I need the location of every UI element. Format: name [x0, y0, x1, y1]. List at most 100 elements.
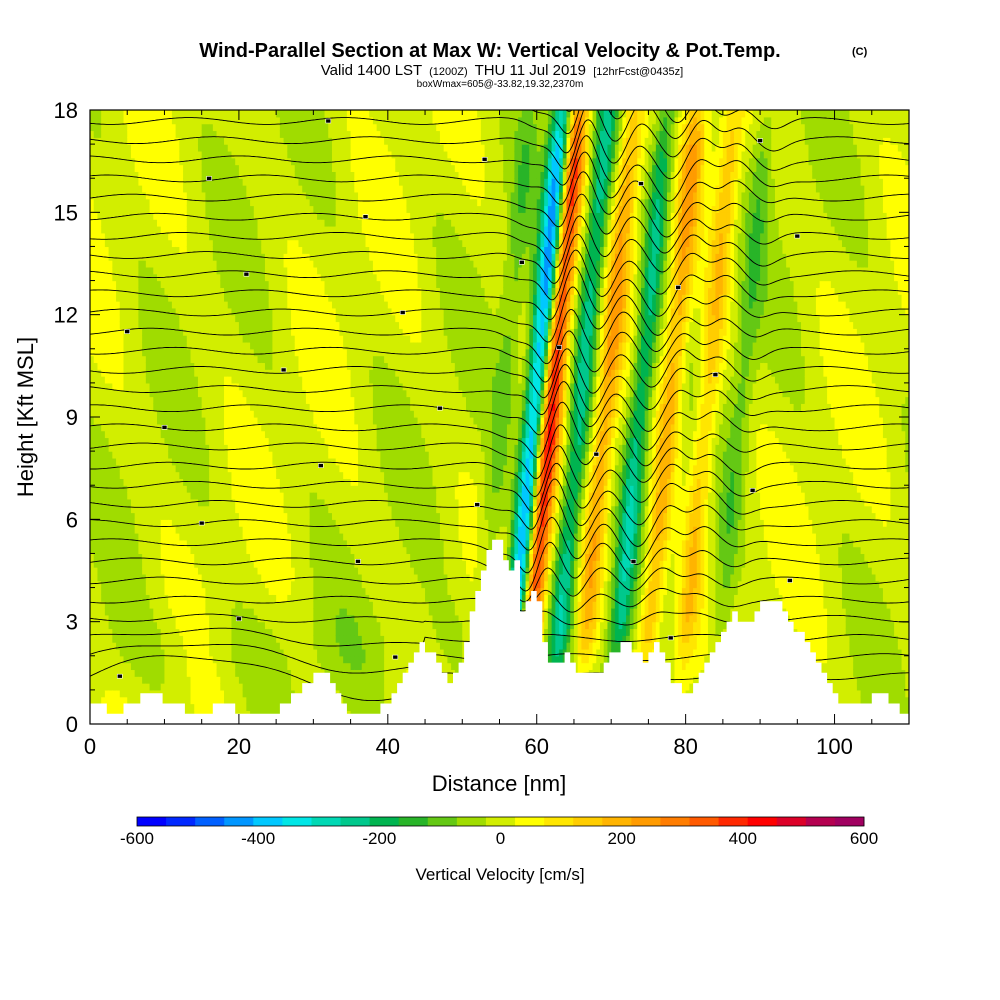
- velocity-cell: [179, 403, 184, 411]
- velocity-cell: [101, 185, 106, 193]
- velocity-cell: [123, 137, 128, 145]
- velocity-cell: [179, 171, 184, 179]
- velocity-cell: [153, 444, 158, 452]
- velocity-cell: [253, 185, 259, 193]
- velocity-cell: [179, 444, 184, 452]
- velocity-cell: [283, 539, 288, 548]
- velocity-cell: [93, 144, 99, 152]
- velocity-cell: [149, 389, 154, 398]
- velocity-cell: [253, 205, 259, 213]
- velocity-cell: [149, 205, 154, 213]
- velocity-cell: [164, 321, 169, 329]
- velocity-cell: [119, 471, 125, 479]
- velocity-cell: [190, 464, 195, 473]
- velocity-cell: [153, 110, 158, 118]
- velocity-cell: [291, 560, 296, 568]
- velocity-cell: [257, 594, 262, 602]
- velocity-cell: [190, 410, 195, 418]
- velocity-cell: [93, 328, 99, 336]
- velocity-cell: [264, 444, 270, 452]
- velocity-cell: [127, 662, 132, 671]
- velocity-cell: [190, 232, 195, 241]
- velocity-cell: [183, 130, 188, 138]
- velocity-cell: [194, 451, 199, 459]
- velocity-cell: [227, 437, 233, 445]
- velocity-cell: [242, 294, 247, 302]
- velocity-cell: [93, 457, 99, 466]
- velocity-cell: [160, 198, 166, 207]
- velocity-cell: [283, 614, 288, 623]
- velocity-cell: [212, 437, 218, 445]
- velocity-cell: [238, 635, 244, 643]
- velocity-cell: [246, 246, 251, 254]
- velocity-cell: [235, 369, 240, 377]
- velocity-cell: [145, 212, 151, 220]
- velocity-cell: [149, 382, 154, 391]
- velocity-cell: [268, 362, 274, 370]
- velocity-cell: [153, 232, 158, 241]
- velocity-cell: [264, 335, 270, 343]
- velocity-cell: [272, 328, 277, 336]
- velocity-cell: [123, 321, 128, 329]
- velocity-cell: [268, 430, 274, 439]
- velocity-cell: [142, 560, 147, 568]
- velocity-cell: [209, 266, 214, 275]
- velocity-cell: [197, 287, 203, 295]
- velocity-cell: [97, 266, 102, 275]
- velocity-cell: [205, 430, 210, 439]
- velocity-cell: [216, 205, 221, 213]
- velocity-cell: [212, 635, 218, 643]
- velocity-cell: [149, 635, 154, 643]
- velocity-cell: [276, 362, 281, 370]
- velocity-cell: [238, 137, 244, 145]
- velocity-cell: [142, 580, 147, 589]
- velocity-cell: [264, 580, 270, 589]
- velocity-cell: [272, 185, 277, 193]
- velocity-cell: [209, 144, 214, 152]
- velocity-cell: [194, 573, 199, 582]
- velocity-cell: [153, 362, 158, 370]
- velocity-cell: [171, 614, 177, 623]
- velocity-cell: [164, 655, 169, 664]
- velocity-cell: [201, 662, 206, 671]
- velocity-cell: [209, 567, 214, 575]
- velocity-cell: [201, 485, 206, 493]
- velocity-cell: [127, 239, 132, 248]
- velocity-cell: [287, 526, 292, 534]
- velocity-cell: [101, 614, 106, 623]
- velocity-cell: [272, 451, 277, 459]
- velocity-cell: [224, 212, 229, 220]
- velocity-cell: [142, 662, 147, 671]
- velocity-cell: [108, 137, 113, 145]
- velocity-cell: [175, 212, 180, 220]
- velocity-cell: [168, 144, 173, 152]
- velocity-cell: [138, 341, 143, 350]
- velocity-cell: [123, 539, 128, 548]
- velocity-cell: [194, 171, 199, 179]
- velocity-cell: [220, 376, 225, 384]
- velocity-cell: [157, 219, 162, 227]
- velocity-cell: [171, 437, 177, 445]
- velocity-cell: [250, 396, 255, 404]
- velocity-cell: [246, 273, 251, 282]
- velocity-cell: [130, 546, 136, 555]
- velocity-cell: [209, 492, 214, 500]
- velocity-cell: [194, 205, 199, 213]
- velocity-cell: [235, 567, 240, 575]
- velocity-cell: [257, 301, 262, 309]
- velocity-cell: [101, 512, 106, 520]
- velocity-cell: [179, 594, 184, 602]
- velocity-cell: [220, 696, 225, 705]
- velocity-cell: [153, 321, 158, 329]
- velocity-cell: [160, 464, 166, 473]
- velocity-cell: [224, 662, 229, 671]
- velocity-cell: [276, 457, 281, 466]
- velocity-cell: [250, 348, 255, 357]
- velocity-cell: [138, 389, 143, 398]
- velocity-cell: [257, 457, 262, 466]
- velocity-cell: [142, 532, 147, 541]
- velocity-cell: [279, 130, 285, 138]
- velocity-cell: [272, 567, 277, 575]
- velocity-cell: [220, 410, 225, 418]
- velocity-cell: [276, 321, 281, 329]
